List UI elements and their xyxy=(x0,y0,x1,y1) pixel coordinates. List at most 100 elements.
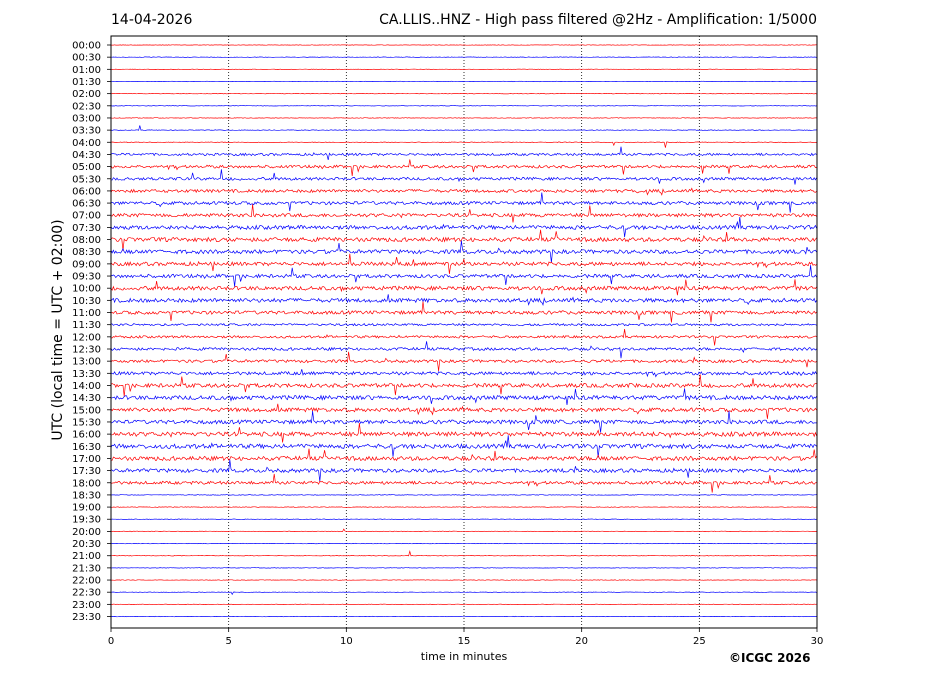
trace-0130 xyxy=(110,80,817,83)
y-tick-label: 07:00 xyxy=(72,211,101,222)
y-tick-label: 22:00 xyxy=(72,576,101,587)
trace-2230 xyxy=(110,591,817,596)
x-tick-label: 5 xyxy=(225,636,231,647)
x-axis-label: time in minutes xyxy=(421,650,508,663)
y-tick-label: 05:30 xyxy=(72,174,101,185)
trace-0200 xyxy=(110,93,817,95)
trace-1300 xyxy=(110,351,817,372)
trace-2030 xyxy=(110,542,817,545)
y-tick-label: 09:30 xyxy=(72,272,101,283)
trace-1030 xyxy=(110,294,817,307)
trace-1900 xyxy=(110,506,817,508)
y-tick-label: 12:00 xyxy=(72,332,101,343)
trace-0100 xyxy=(110,68,817,70)
trace-0900 xyxy=(110,253,817,274)
y-tick-label: 03:00 xyxy=(72,113,101,124)
trace-1100 xyxy=(110,301,817,323)
trace-0800 xyxy=(110,229,817,251)
trace-0700 xyxy=(110,204,817,223)
y-tick-label: 06:30 xyxy=(72,199,101,210)
trace-2000 xyxy=(110,528,817,533)
trace-0500 xyxy=(110,159,817,177)
x-tick-label: 0 xyxy=(108,636,114,647)
y-tick-label: 01:30 xyxy=(72,77,101,88)
x-tick-label: 10 xyxy=(340,636,353,647)
x-tick-label: 20 xyxy=(575,636,588,647)
y-tick-label: 14:00 xyxy=(72,381,101,392)
y-tick-label: 15:30 xyxy=(72,417,101,428)
chart-date: 14-04-2026 xyxy=(111,12,193,28)
y-tick-label: 14:30 xyxy=(72,393,101,404)
y-tick-label: 21:30 xyxy=(72,563,101,574)
trace-2330 xyxy=(110,615,817,618)
trace-1230 xyxy=(110,341,817,359)
trace-1500 xyxy=(110,403,817,419)
trace-1730 xyxy=(110,459,817,482)
y-tick-label: 16:00 xyxy=(72,430,101,441)
y-tick-label: 17:00 xyxy=(72,454,101,465)
trace-2100 xyxy=(110,549,817,557)
y-tick-label: 07:30 xyxy=(72,223,101,234)
y-tick-label: 08:30 xyxy=(72,247,101,258)
x-tick-label: 15 xyxy=(458,636,471,647)
y-tick-label: 19:30 xyxy=(72,515,101,526)
trace-0530 xyxy=(110,169,817,185)
y-tick-label: 11:30 xyxy=(72,320,101,331)
trace-1630 xyxy=(110,435,817,458)
y-tick-label: 20:00 xyxy=(72,527,101,538)
y-tick-label: 10:00 xyxy=(72,284,101,295)
trace-0330 xyxy=(110,125,817,131)
y-tick-label: 01:00 xyxy=(72,65,101,76)
trace-0030 xyxy=(111,56,817,58)
copyright-notice: ©ICGC 2026 xyxy=(729,651,811,665)
y-tick-label: 04:30 xyxy=(72,150,101,161)
trace-0630 xyxy=(110,192,817,213)
y-tick-label: 18:00 xyxy=(72,478,101,489)
y-tick-label: 08:00 xyxy=(72,235,101,246)
trace-1330 xyxy=(110,369,817,378)
trace-0300 xyxy=(110,117,817,119)
trace-2200 xyxy=(110,579,817,581)
y-tick-label: 11:00 xyxy=(72,308,101,319)
y-tick-label: 06:00 xyxy=(72,186,101,197)
y-tick-label: 17:30 xyxy=(72,466,101,477)
y-tick-label: 13:00 xyxy=(72,357,101,368)
trace-1530 xyxy=(110,410,817,433)
trace-0600 xyxy=(110,187,817,196)
y-tick-label: 12:30 xyxy=(72,345,101,356)
trace-1700 xyxy=(110,448,817,462)
trace-0430 xyxy=(110,146,817,160)
y-tick-label: 18:30 xyxy=(72,490,101,501)
y-tick-label: 02:00 xyxy=(72,89,101,100)
trace-1200 xyxy=(110,329,817,346)
y-tick-label: 02:30 xyxy=(72,101,101,112)
y-axis-label: UTC (local time = UTC + 02:00) xyxy=(50,219,66,440)
trace-1800 xyxy=(110,473,817,493)
y-tick-label: 00:00 xyxy=(72,41,101,52)
chart-title: CA.LLIS..HNZ - High pass filtered @2Hz -… xyxy=(379,12,817,28)
plot-frame xyxy=(110,35,818,629)
trace-2130 xyxy=(110,567,817,569)
y-tick-label: 10:30 xyxy=(72,296,101,307)
y-tick-label: 23:30 xyxy=(72,612,101,623)
y-tick-label: 16:30 xyxy=(72,442,101,453)
y-tick-label: 21:00 xyxy=(72,551,101,562)
trace-1130 xyxy=(110,323,817,327)
trace-1930 xyxy=(110,518,817,520)
trace-1830 xyxy=(110,494,817,496)
x-tick-label: 30 xyxy=(811,636,824,647)
y-tick-label: 23:00 xyxy=(72,600,101,611)
y-tick-label: 13:30 xyxy=(72,369,101,380)
y-tick-label: 03:30 xyxy=(72,126,101,137)
y-tick-label: 00:30 xyxy=(72,53,101,64)
y-tick-label: 22:30 xyxy=(72,588,101,599)
trace-2300 xyxy=(110,603,817,605)
trace-1430 xyxy=(110,388,817,405)
trace-1600 xyxy=(110,423,817,443)
y-tick-label: 09:00 xyxy=(72,259,101,270)
y-tick-label: 19:00 xyxy=(72,503,101,514)
x-tick-label: 25 xyxy=(693,636,706,647)
trace-0930 xyxy=(110,265,817,287)
y-tick-label: 05:00 xyxy=(72,162,101,173)
